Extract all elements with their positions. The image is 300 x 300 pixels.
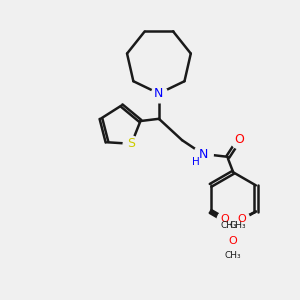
Text: O: O [237, 214, 246, 224]
Text: N: N [154, 87, 164, 100]
Text: CH₃: CH₃ [225, 251, 242, 260]
Text: H: H [193, 157, 200, 166]
Text: S: S [128, 137, 135, 150]
Text: N: N [199, 148, 208, 161]
Text: O: O [234, 133, 244, 146]
Text: O: O [221, 214, 230, 224]
Text: CH₃: CH₃ [230, 221, 246, 230]
Text: O: O [229, 236, 238, 246]
Text: CH₃: CH₃ [220, 221, 237, 230]
